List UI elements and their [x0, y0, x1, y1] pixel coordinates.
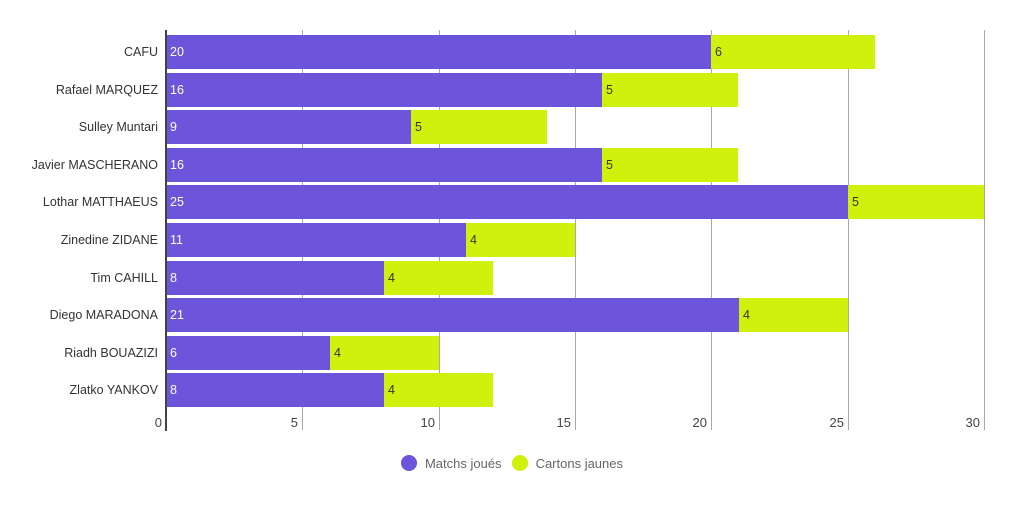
bar-segment[interactable]: 8 [166, 373, 384, 407]
bar-value-label: 5 [415, 120, 422, 134]
gridline [711, 30, 712, 430]
bar-value-label: 20 [170, 45, 184, 59]
bar-segment[interactable]: 4 [384, 261, 493, 295]
bar-segment[interactable]: 9 [166, 110, 411, 144]
bar-segment[interactable]: 4 [330, 336, 439, 370]
bar-value-label: 16 [170, 83, 184, 97]
x-tick-label: 10 [420, 415, 435, 430]
bar-segment[interactable]: 5 [602, 148, 738, 182]
category-label: Zlatko YANKOV [69, 383, 158, 397]
gridline [848, 30, 849, 430]
x-tick-label: 25 [829, 415, 844, 430]
x-tick-label: 5 [290, 415, 298, 430]
x-tick-label: 30 [965, 415, 980, 430]
legend-label: Cartons jaunes [535, 455, 624, 471]
bar-value-label: 4 [388, 383, 395, 397]
bar-value-label: 6 [715, 45, 722, 59]
category-label: Zinedine ZIDANE [60, 233, 158, 247]
category-label: Diego MARADONA [49, 308, 158, 322]
legend-item[interactable]: Matchs joués [400, 455, 502, 471]
bar-value-label: 8 [170, 383, 177, 397]
y-axis-line [165, 30, 167, 431]
bar-segment[interactable]: 5 [411, 110, 547, 144]
bar-segment[interactable]: 5 [848, 185, 984, 219]
category-label: Tim CAHILL [90, 271, 158, 285]
bar-value-label: 5 [606, 158, 613, 172]
bar-value-label: 4 [743, 308, 750, 322]
legend-dot-icon [400, 455, 417, 471]
bar-segment[interactable]: 21 [166, 298, 739, 332]
bar-value-label: 21 [170, 308, 184, 322]
legend-label: Matchs joués [424, 455, 502, 471]
bar-value-label: 5 [606, 83, 613, 97]
bar-value-label: 9 [170, 120, 177, 134]
bar-value-label: 8 [170, 271, 177, 285]
x-tick-label: 20 [692, 415, 707, 430]
legend-dot-icon [511, 455, 528, 471]
bar-segment[interactable]: 5 [602, 73, 738, 107]
bar-segment[interactable]: 11 [166, 223, 466, 257]
gridline [575, 30, 576, 430]
bar-segment[interactable]: 16 [166, 148, 602, 182]
bar-segment[interactable]: 25 [166, 185, 848, 219]
bar-value-label: 5 [852, 195, 859, 209]
bar-value-label: 16 [170, 158, 184, 172]
legend-item[interactable]: Cartons jaunes [511, 455, 624, 471]
bar-segment[interactable]: 4 [384, 373, 493, 407]
bar-value-label: 11 [170, 233, 183, 247]
category-label: Javier MASCHERANO [31, 158, 158, 172]
category-label: Rafael MARQUEZ [55, 83, 158, 97]
category-label: Sulley Muntari [78, 120, 158, 134]
bar-value-label: 6 [170, 346, 177, 360]
bar-segment[interactable]: 6 [166, 336, 330, 370]
x-tick-label: 0 [154, 415, 162, 430]
gridline [984, 30, 985, 430]
x-tick-label: 15 [556, 415, 571, 430]
category-label: CAFU [123, 45, 158, 59]
bar-value-label: 25 [170, 195, 184, 209]
bar-segment[interactable]: 16 [166, 73, 602, 107]
bar-value-label: 4 [334, 346, 341, 360]
category-label: Riadh BOUAZIZI [64, 346, 158, 360]
bar-value-label: 4 [470, 233, 477, 247]
bar-segment[interactable]: 8 [166, 261, 384, 295]
bar-segment[interactable]: 6 [711, 35, 875, 69]
bar-value-label: 4 [388, 271, 395, 285]
legend: Matchs joués Cartons jaunes [0, 455, 1024, 471]
bar-segment[interactable]: 4 [466, 223, 575, 257]
category-label: Lothar MATTHAEUS [42, 195, 158, 209]
bar-segment[interactable]: 20 [166, 35, 711, 69]
bar-segment[interactable]: 4 [739, 298, 848, 332]
